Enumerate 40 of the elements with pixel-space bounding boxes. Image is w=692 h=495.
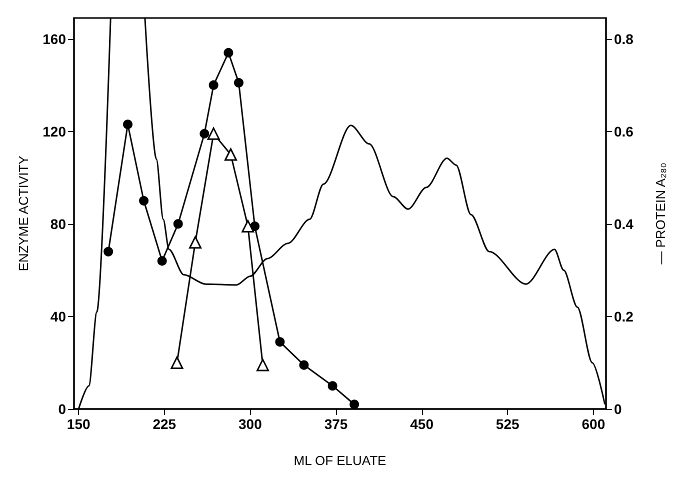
point [189, 236, 202, 249]
point [224, 48, 234, 58]
point [350, 400, 360, 410]
point [234, 78, 244, 88]
point [224, 148, 237, 161]
x-tick-label: 150 [66, 416, 90, 432]
point [275, 337, 285, 347]
point [157, 256, 167, 266]
y2-tick-label: 0.2 [614, 308, 634, 324]
point [200, 128, 210, 138]
x-tick-label: 300 [238, 416, 262, 432]
x-tick-label: 450 [410, 416, 434, 432]
y-tick-label: 80 [50, 216, 66, 232]
point [123, 120, 133, 130]
y2-tick-label: 0.6 [614, 123, 634, 140]
y-tick-label: 160 [42, 30, 66, 47]
y2-tick-label: 0 [614, 401, 622, 417]
point [139, 196, 149, 206]
point [207, 127, 220, 140]
point [173, 219, 183, 229]
y-tick-label: 0 [58, 401, 66, 417]
y2-tick-label: 0.4 [614, 216, 634, 232]
x-tick-label: 600 [582, 416, 606, 432]
y2-tick-label: 0.8 [614, 30, 634, 47]
point [250, 221, 260, 231]
point [242, 220, 254, 232]
point [104, 246, 114, 256]
point [328, 381, 338, 391]
point [208, 80, 218, 90]
point [170, 356, 184, 369]
x-tick-label: 225 [152, 416, 176, 432]
y-tick-label: 120 [42, 123, 66, 140]
x-tick-label: 375 [324, 416, 348, 432]
y-axis-title: ENZYME ACTIVITY [16, 155, 31, 272]
x-tick-label: 525 [496, 416, 520, 432]
y-tick-label: 40 [50, 308, 66, 324]
x-axis-title: ML OF ELUATE [294, 453, 387, 468]
point [299, 360, 309, 370]
point [256, 358, 270, 372]
y2-axis-title: — PROTEIN A₂₈₀ [653, 162, 668, 264]
